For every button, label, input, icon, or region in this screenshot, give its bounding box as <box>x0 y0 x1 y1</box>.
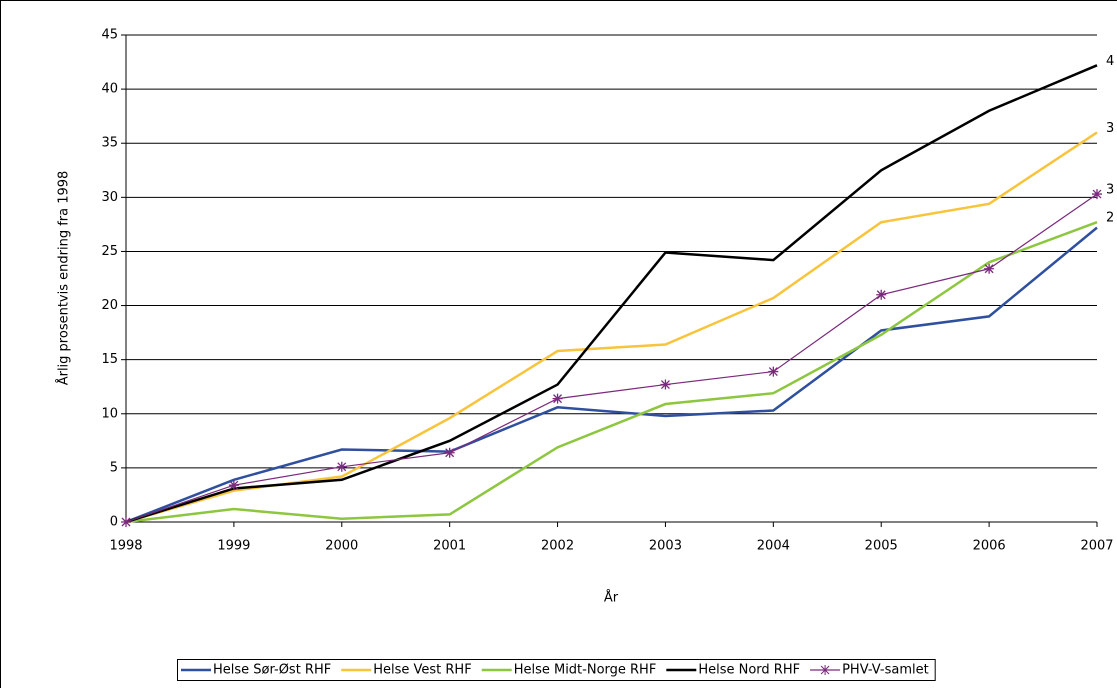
y-tick-label: 5 <box>110 460 118 475</box>
y-tick-label: 40 <box>101 82 118 97</box>
point-marker <box>768 366 779 377</box>
series-line <box>125 193 1098 523</box>
point-marker <box>336 461 347 472</box>
x-tick-label: 2000 <box>325 539 358 554</box>
x-tick-label: 2006 <box>973 539 1006 554</box>
y-tick-label: 25 <box>101 244 118 259</box>
y-tick-label: 0 <box>110 515 118 530</box>
x-tick-label: 2003 <box>649 539 682 554</box>
legend-box <box>177 659 936 681</box>
series-line <box>125 131 1098 524</box>
y-tick-label: 10 <box>101 406 118 421</box>
x-tick-label: 2007 <box>1080 539 1113 554</box>
point-marker <box>121 517 131 527</box>
series-line <box>125 226 1098 524</box>
legend-label: Helse Midt-Norge RHF <box>514 663 657 678</box>
y-tick-label: 20 <box>101 298 118 313</box>
x-tick-label: 2005 <box>865 539 898 554</box>
x-tick-label: 2001 <box>433 539 466 554</box>
point-marker <box>552 393 563 404</box>
legend-label: PHV-V-samlet <box>842 663 929 678</box>
x-axis-title: År <box>604 590 619 606</box>
x-tick-label: 2004 <box>757 539 790 554</box>
point-marker <box>984 263 995 274</box>
point-marker <box>444 447 455 458</box>
x-tick-label: 1998 <box>109 539 142 554</box>
legend-label: Helse Sør-Øst RHF <box>213 663 331 678</box>
end-label: 3 <box>1106 183 1114 198</box>
y-tick-label: 30 <box>101 190 118 205</box>
point-marker <box>1092 189 1102 200</box>
series-line <box>125 221 1098 524</box>
y-tick-label: 35 <box>101 136 118 151</box>
end-label: 2 <box>1106 211 1114 226</box>
y-axis-title: Årlig prosentvis endring fra 1998 <box>56 171 72 386</box>
x-tick-label: 2002 <box>541 539 574 554</box>
legend-marker <box>820 665 831 675</box>
legend-label: Helse Vest RHF <box>373 663 471 678</box>
legend-label: Helse Nord RHF <box>698 663 800 678</box>
series-line <box>125 64 1098 524</box>
end-label: 3 <box>1106 121 1114 136</box>
x-tick-label: 1999 <box>217 539 250 554</box>
end-label: 4 <box>1106 54 1114 69</box>
y-tick-label: 15 <box>101 352 118 367</box>
legend: Helse Sør-Øst RHF Helse Vest RHF Helse Mid… <box>177 659 936 681</box>
point-marker <box>660 379 671 390</box>
point-marker <box>228 480 239 491</box>
y-tick-label: 45 <box>101 28 118 43</box>
point-marker <box>876 289 887 300</box>
